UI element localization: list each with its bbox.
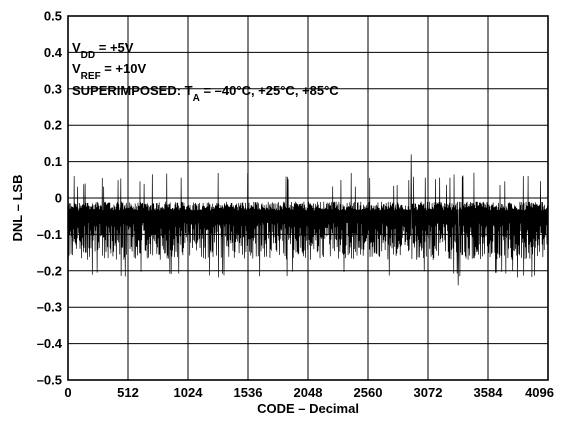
note-superimposed: SUPERIMPOSED: TA = –40°C, +25°C, +85°C	[72, 83, 339, 104]
dnl-series-line	[67, 154, 549, 286]
y-tick-label: 0	[55, 191, 62, 206]
y-tick-label: 0.3	[44, 81, 62, 96]
x-tick-label: 3584	[474, 385, 504, 400]
x-tick-label: 1536	[234, 385, 263, 400]
y-tick-label: 0.4	[44, 45, 63, 60]
y-axis-title: DNL – LSB	[10, 175, 25, 242]
note-vref: VREF = +10V	[72, 61, 147, 82]
x-axis-title: CODE – Decimal	[257, 401, 359, 416]
y-tick-label: –0.2	[37, 263, 62, 278]
y-tick-label: –0.5	[37, 373, 62, 388]
y-tick-label: –0.1	[37, 227, 62, 242]
y-tick-label: 0.5	[44, 9, 62, 24]
y-tick-label: –0.4	[37, 336, 63, 351]
x-tick-label: 2560	[354, 385, 383, 400]
dnl-trace	[67, 154, 549, 286]
x-tick-label: 2048	[294, 385, 323, 400]
x-tick-labels: 0 512 1024 1536 2048 2560 3072 3584 4096	[64, 385, 554, 400]
x-tick-label: 0	[64, 385, 71, 400]
y-tick-label: 0.2	[44, 118, 62, 133]
plot-frame	[67, 15, 549, 381]
x-tick-label: 3072	[414, 385, 443, 400]
y-tick-label: –0.3	[37, 300, 62, 315]
x-tick-label: 512	[117, 385, 139, 400]
note-vdd: VDD = +5V	[72, 40, 134, 61]
y-tick-label: 0.1	[44, 154, 62, 169]
conditions-note: VDD = +5V VREF = +10V SUPERIMPOSED: TA =…	[72, 40, 339, 104]
x-tick-label: 4096	[525, 385, 554, 400]
y-tick-labels: 0.5 0.4 0.3 0.2 0.1 0 –0.1 –0.2 –0.3 –0.4 –0.5	[37, 9, 63, 388]
x-tick-label: 1024	[174, 385, 204, 400]
